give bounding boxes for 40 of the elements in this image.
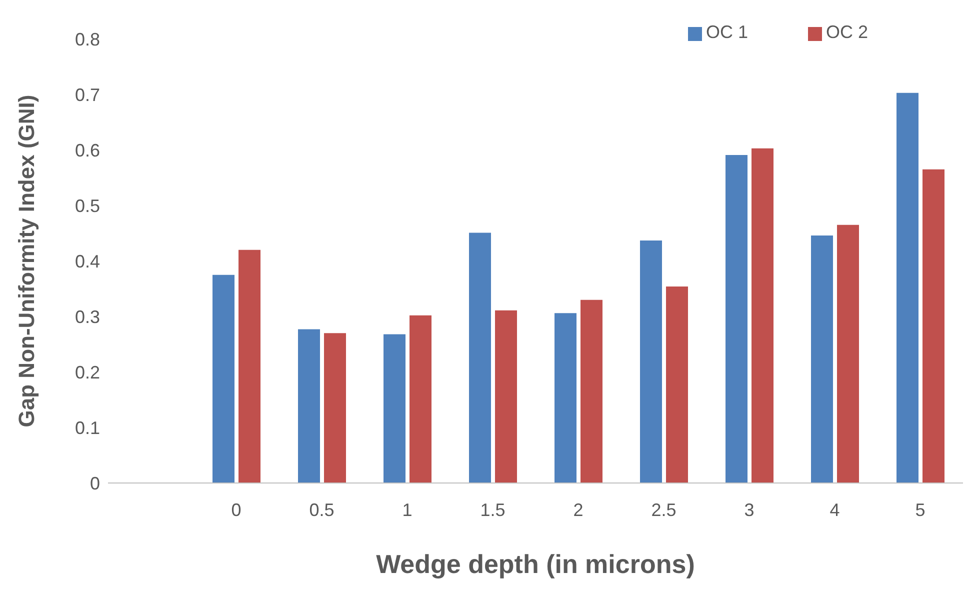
x-tick-label: 0 [231,500,242,520]
x-tick-label: 1 [402,500,412,520]
x-tick-label: 3 [744,500,754,520]
bar [554,313,576,483]
legend-label: OC 2 [826,22,868,42]
bar [469,232,491,483]
bar [495,310,517,483]
bar [212,274,234,483]
y-tick-label: 0 [90,473,100,494]
bar [922,169,944,483]
bar [238,250,260,483]
y-tick-label: 0.4 [74,251,100,272]
bar [298,329,320,483]
x-tick-label: 2.5 [651,500,676,520]
bar [666,286,688,483]
bar [580,300,602,483]
bar [324,333,346,483]
bar [384,334,406,483]
y-tick-label: 0.3 [74,306,100,327]
y-tick-label: 0.6 [74,140,100,160]
x-tick-label: 1.5 [480,500,506,520]
bar [410,315,432,483]
x-axis-title: Wedge depth (in microns) [376,549,695,579]
y-axis-title: Gap Non-Uniformity Index (GNI) [14,94,39,428]
y-tick-label: 0.5 [74,196,100,216]
bar [811,235,833,483]
bar [837,224,859,483]
x-tick-label: 0.5 [309,500,334,520]
bar [640,240,662,483]
legend-label: OC 1 [706,22,748,42]
y-tick-label: 0.7 [74,84,100,105]
x-tick-label: 4 [830,500,840,520]
y-tick-label: 0.2 [74,362,100,382]
bar [726,154,748,483]
bar [896,92,918,483]
y-tick-label: 0.1 [74,418,100,438]
x-tick-label: 5 [915,500,926,520]
x-tick-label: 2 [573,500,584,520]
bar [752,148,774,483]
y-tick-label: 0.8 [74,29,100,50]
